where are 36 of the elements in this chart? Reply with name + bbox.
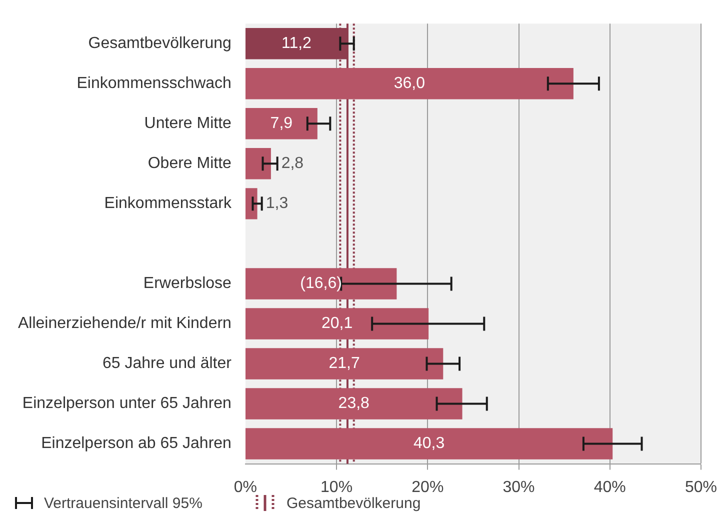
data-label: 20,1 [321,315,353,332]
y-tick-label: Obere Mitte [148,155,232,172]
bar [245,188,258,220]
bar [245,148,271,180]
y-tick-label: Einzelperson unter 65 Jahren [22,395,232,412]
y-tick-label: Einkommensstark [104,195,232,212]
x-tick-label: 30% [502,478,535,496]
bar [245,348,444,380]
data-label: 1,3 [266,195,288,212]
y-tick-label: Einkommensschwach [76,75,232,92]
bar [245,268,397,300]
y-tick-label: 65 Jahre und älter [102,355,232,372]
y-tick-label: Einzelperson ab 65 Jahren [41,435,232,452]
data-label: 11,2 [281,35,312,52]
bar [245,308,429,340]
bar [245,68,574,100]
x-tick-label: 20% [412,478,444,496]
x-tick-label: 0% [234,478,258,496]
y-tick-label: Alleinerziehende/r mit Kindern [18,315,232,332]
data-label: 2,8 [281,155,304,172]
data-label: 40,3 [413,435,445,452]
ref-line-label: Gesamtbevölkerung [286,494,421,512]
bar [245,388,462,420]
x-tick-label: 40% [594,478,626,496]
bar [245,108,318,140]
x-tick-label: 10% [320,478,353,496]
y-tick-label: Erwerbslose [143,275,232,292]
y-tick-label: Untere Mitte [144,115,232,132]
bar [245,428,613,460]
y-tick-label: Gesamtbevölkerung [88,35,232,52]
text: Vertrauensintervall 95% [44,494,202,512]
x-tick-label: 50% [684,478,718,496]
data-label: 23,8 [338,395,370,412]
data-label: 36,0 [394,75,426,92]
data-label: 7,9 [270,115,293,132]
data-label: 21,7 [328,355,360,372]
